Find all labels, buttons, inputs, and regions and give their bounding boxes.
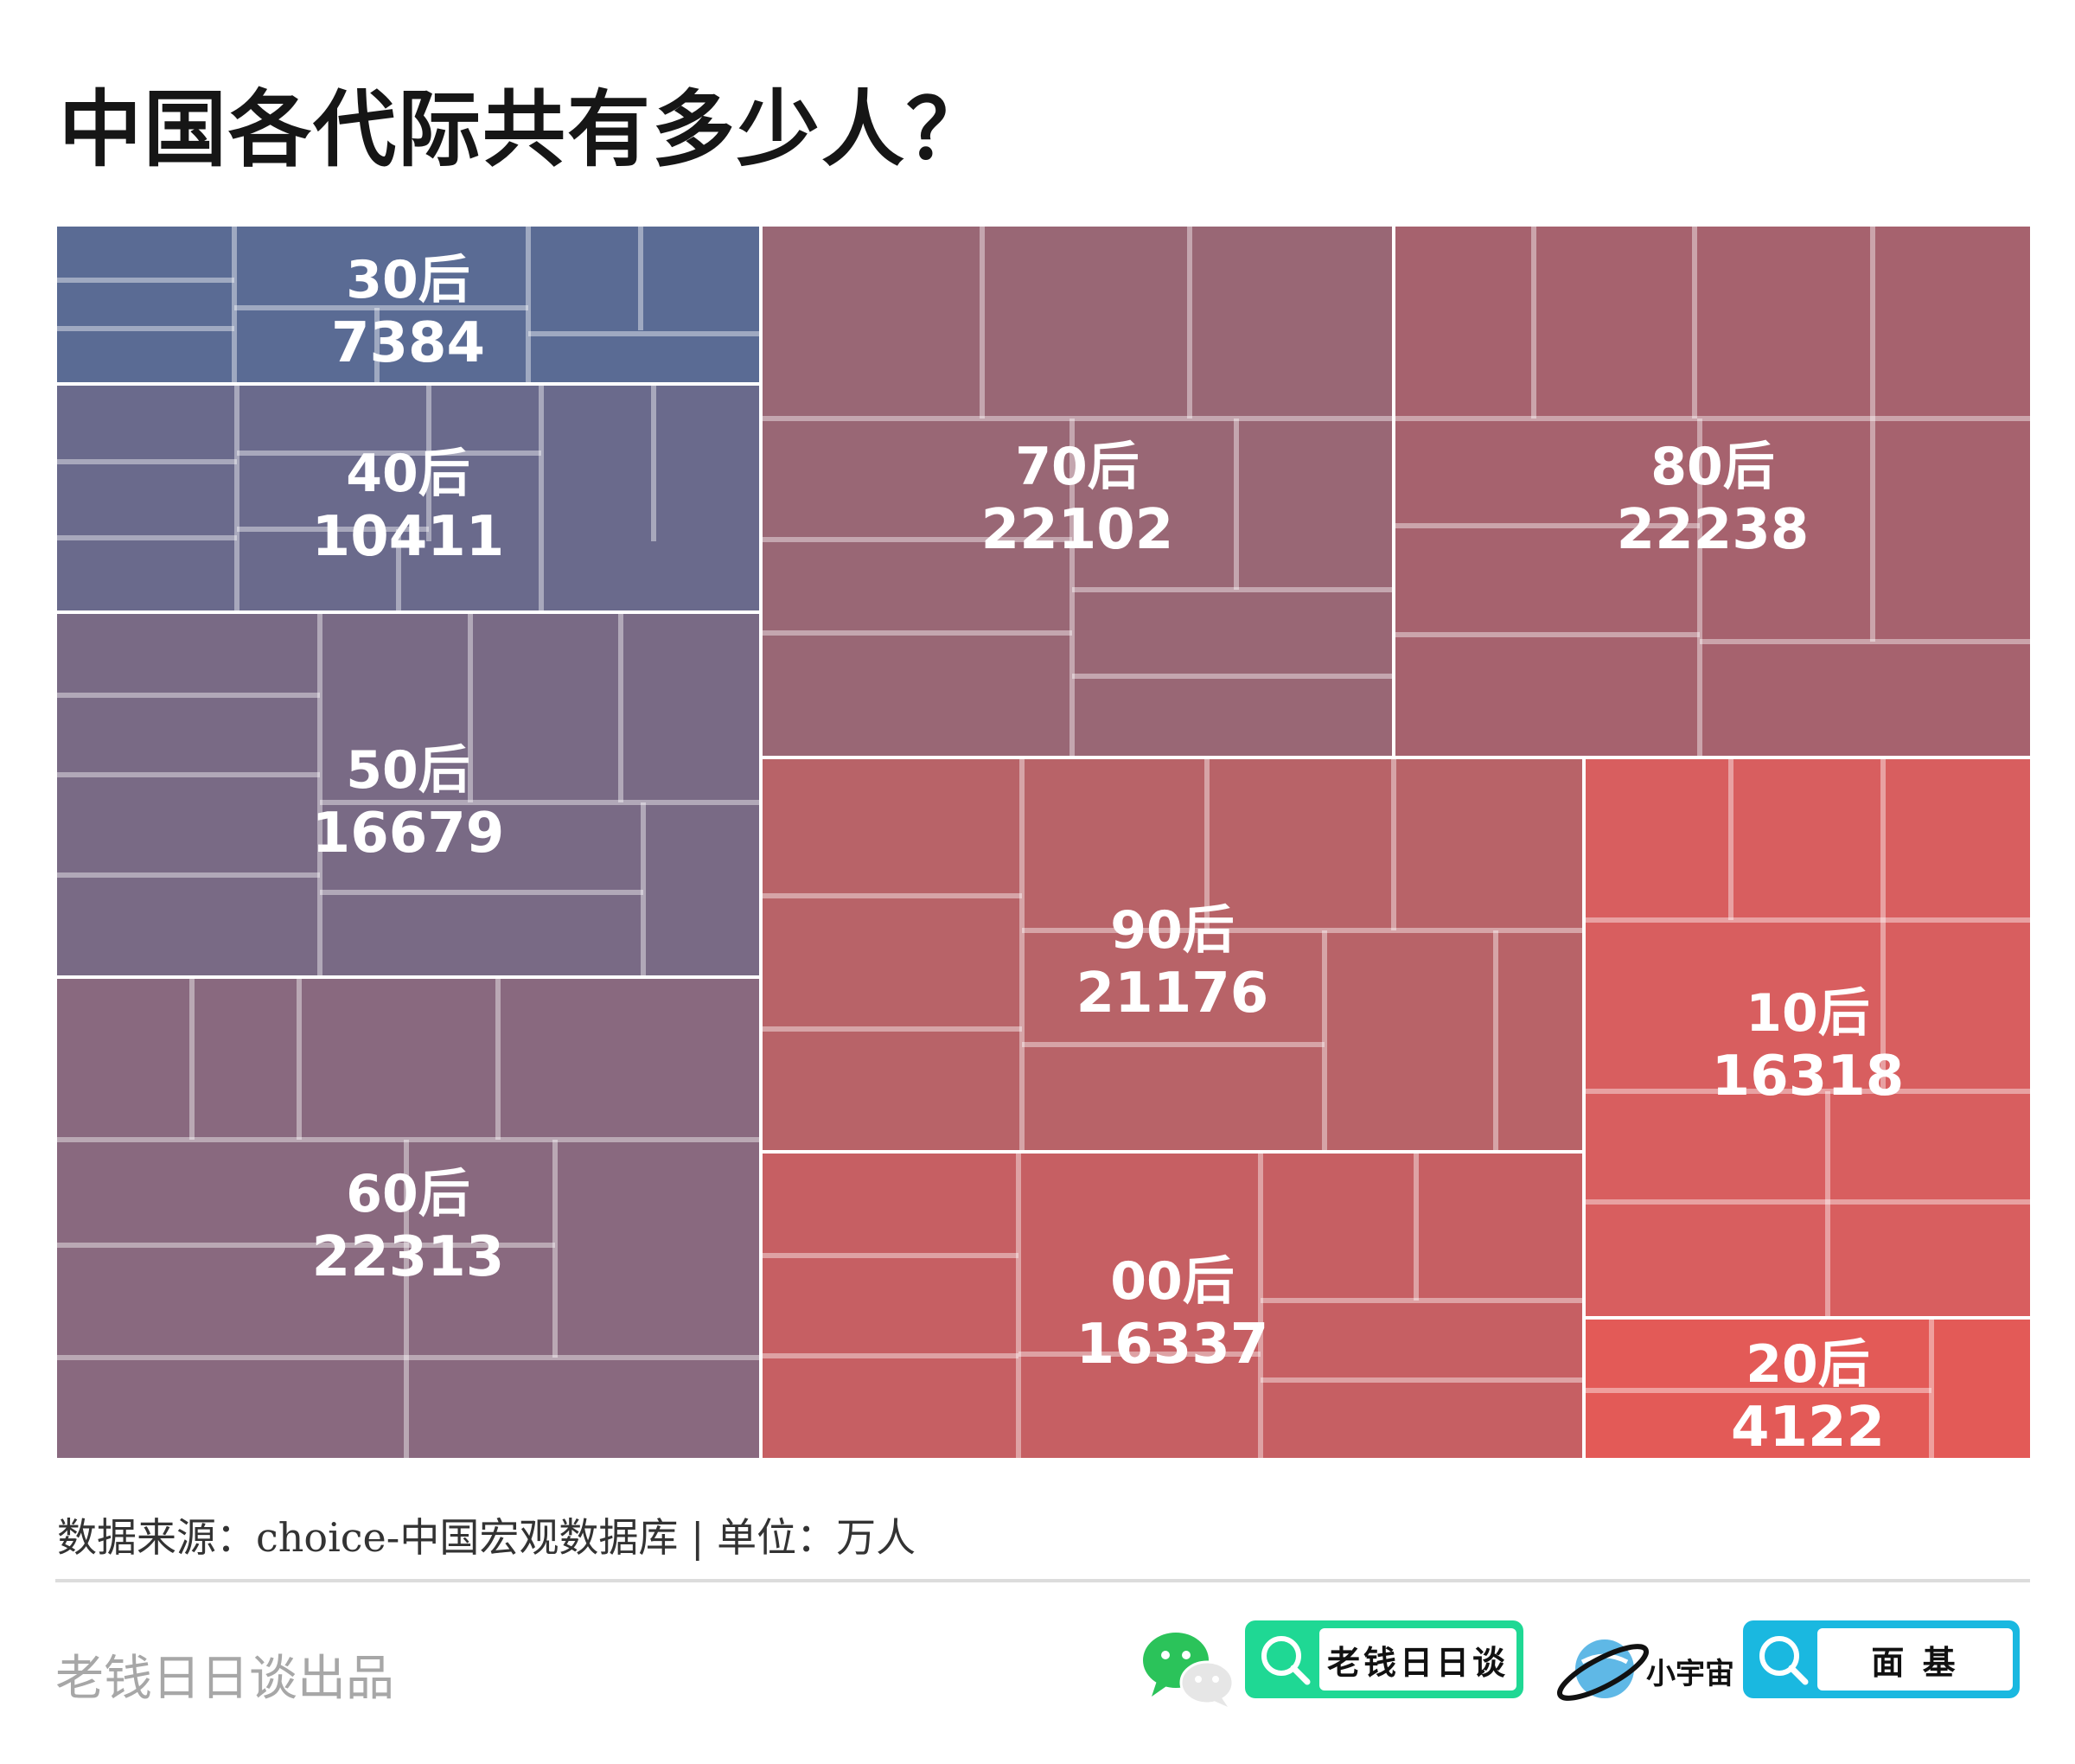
treemap-cell-rect (57, 614, 759, 975)
treemap-cell-value-label: 21176 (1076, 962, 1269, 1026)
treemap-cell-category-label: 80后 (1650, 437, 1775, 497)
treemap-cell-rect (57, 227, 759, 382)
data-source-note: 数据来源：choice-中国宏观数据库 | 单位：万人 (57, 1514, 916, 1561)
treemap-cell-value-label: 10411 (312, 505, 505, 569)
wechat-icon (1143, 1633, 1235, 1707)
treemap-cell-category-label: 30后 (346, 250, 470, 310)
treemap-cell-rect (57, 386, 759, 610)
treemap-cell-rect (763, 227, 1392, 756)
treemap-cell-value-label: 4122 (1731, 1396, 1885, 1460)
treemap-cell-category-label: 70后 (1015, 437, 1140, 497)
chart-title: 中国各代际共有多少人？ (59, 81, 991, 178)
treemap-cell-value-label: 16337 (1076, 1313, 1269, 1377)
treemap-cell-value-label: 22313 (312, 1225, 505, 1289)
treemap-cell-category-label: 00后 (1110, 1251, 1235, 1312)
footer-divider (55, 1579, 2030, 1582)
treemap-cell-rect (1395, 227, 2030, 756)
treemap-cell-category-label: 50后 (346, 740, 470, 801)
treemap-cell-value-label: 22102 (981, 498, 1174, 562)
treemap-cell-category-label: 40后 (346, 444, 470, 504)
treemap-cell-rect (763, 759, 1582, 1150)
treemap-cell-category-label: 90后 (1110, 900, 1235, 961)
treemap-cell-rect (1586, 1320, 2030, 1458)
treemap-cell-category-label: 60后 (346, 1164, 470, 1224)
brand-name: 老钱日日谈 (1319, 1628, 1516, 1690)
treemap-cell-rect (1586, 759, 2030, 1316)
treemap-cell-value-label: 16679 (312, 802, 505, 866)
treemap-cell-value-label: 7384 (331, 311, 485, 375)
podcast-search-box: 面 基 (1743, 1620, 2020, 1698)
treemap-cell-category-label: 20后 (1746, 1334, 1870, 1395)
treemap-cell-value-label: 16318 (1712, 1045, 1905, 1109)
podcast-name: 面 基 (1817, 1628, 2013, 1690)
search-icon (1261, 1636, 1311, 1685)
wechat-search-box: 老钱日日谈 (1245, 1620, 1523, 1698)
podcast-app-name: 小宇宙 (1646, 1657, 1734, 1691)
planet-icon (1556, 1639, 1650, 1701)
treemap-cell-rect (57, 979, 759, 1458)
treemap-cell-category-label: 10后 (1746, 983, 1870, 1044)
treemap-cell-value-label: 22238 (1617, 498, 1810, 562)
treemap-cell-rect (763, 1154, 1582, 1458)
search-icon (1759, 1636, 1809, 1685)
credit-text: 老钱日日谈出品 (55, 1651, 394, 1707)
